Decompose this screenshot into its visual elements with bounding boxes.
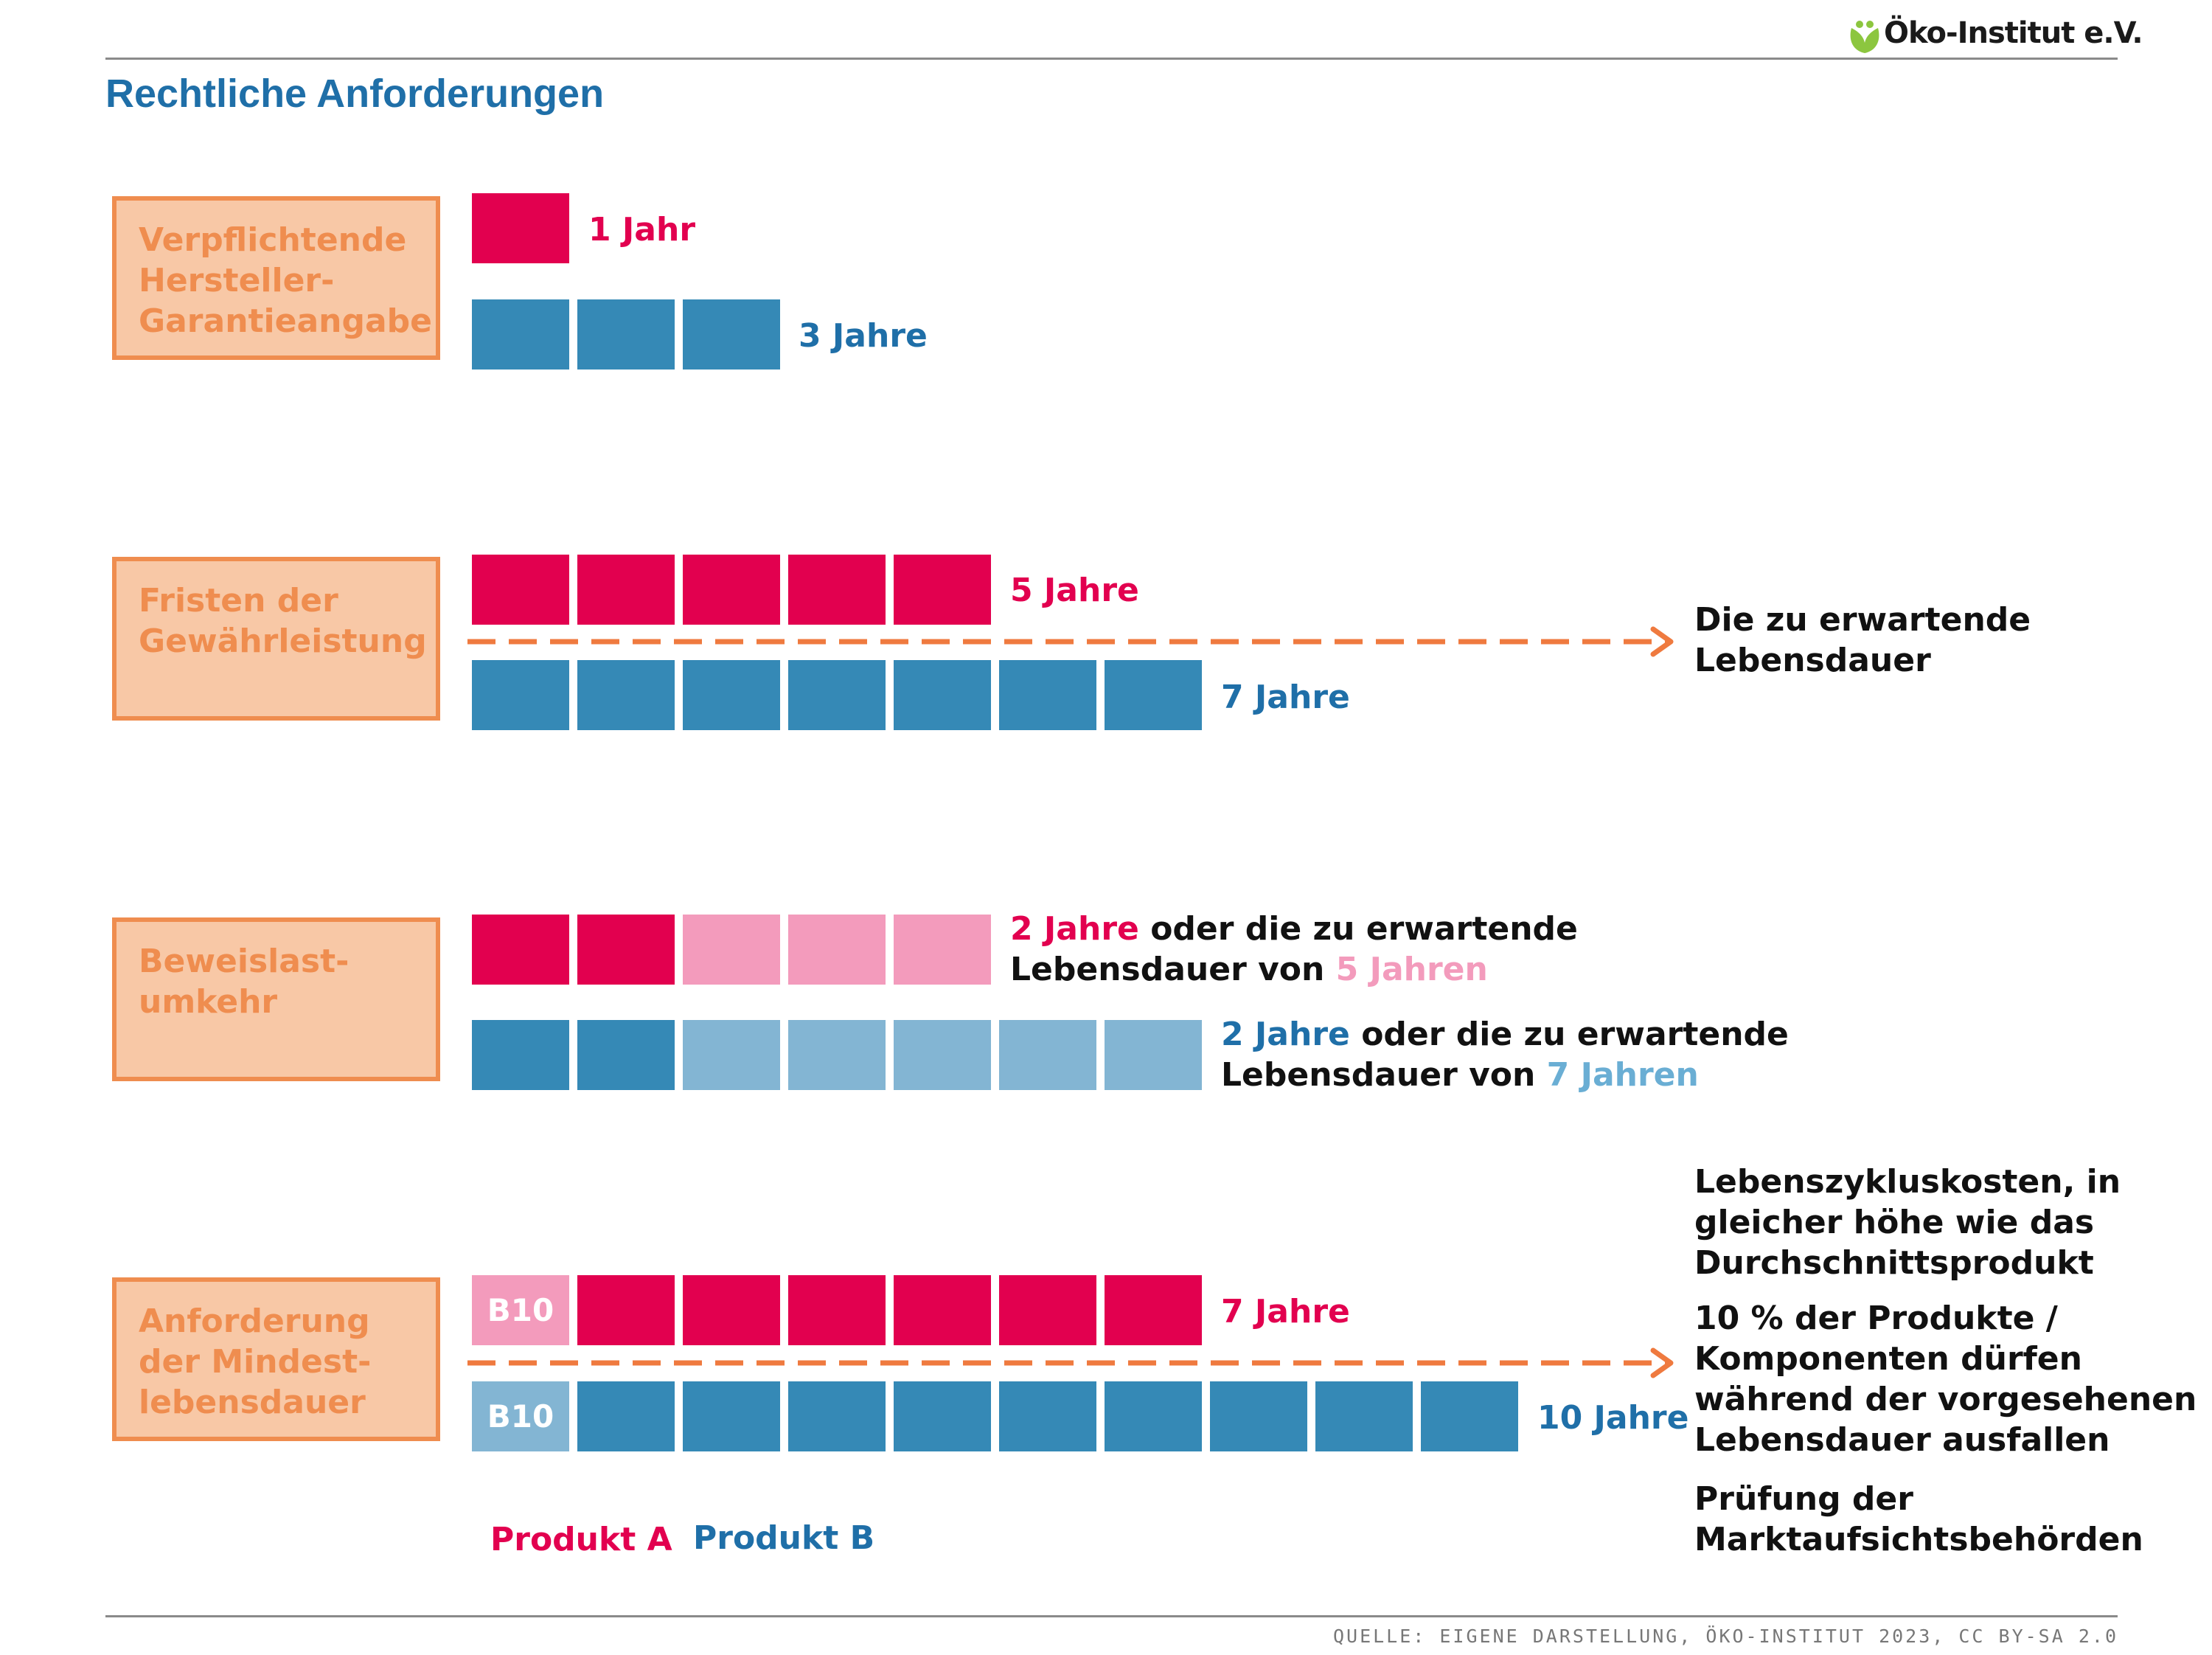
year-block-b-light	[788, 1020, 886, 1090]
note-ausfallquote: 10 % der Produkte / Komponenten dürfen w…	[1694, 1300, 2197, 1459]
year-block-b	[472, 299, 569, 369]
category-label: Verpflichtende Hersteller- Garantieangab…	[139, 221, 433, 340]
year-block-a	[683, 1275, 780, 1345]
text-part: 2 Jahre	[1221, 1016, 1350, 1053]
year-block-b	[788, 660, 886, 730]
duration-label-b: 3 Jahre	[799, 317, 928, 355]
source-note: QUELLE: EIGENE DARSTELLUNG, ÖKO-INSTITUT…	[1332, 1625, 2118, 1647]
year-block-a	[472, 915, 569, 985]
beweislast-text-a: 2 Jahre oder die zu erwartende Lebensdau…	[1010, 909, 1578, 990]
bottom-divider	[105, 1615, 2118, 1617]
legend-produkt-a: Produkt A	[490, 1521, 672, 1558]
year-block-a	[577, 555, 675, 625]
category-box-mindestlebensdauer: Anforderung der Mindest- lebensdauer	[112, 1277, 440, 1441]
category-box-garantie: Verpflichtende Hersteller- Garantieangab…	[112, 196, 440, 360]
page-title: Rechtliche Anforderungen	[105, 72, 605, 116]
year-block-a	[472, 555, 569, 625]
year-block-b	[577, 1020, 675, 1090]
note-marktaufsicht: Prüfung der Marktaufsichtsbehörden	[1694, 1480, 2143, 1558]
duration-label-a: 5 Jahre	[1010, 572, 1139, 609]
note-lebenszykluskosten: Lebenszykluskosten, in gleicher höhe wie…	[1694, 1163, 2121, 1282]
oeko-institut-logo-icon	[1850, 21, 1879, 53]
category-label: Beweislast- umkehr	[139, 943, 349, 1021]
year-block-b-light	[894, 1020, 991, 1090]
year-block-a	[1105, 1275, 1202, 1345]
category-label: Anforderung der Mindest- lebensdauer	[139, 1302, 372, 1421]
year-block-b	[1421, 1381, 1518, 1451]
beweislast-text-b: 2 Jahre oder die zu erwartende Lebensdau…	[1221, 1014, 1789, 1095]
text-part: 5 Jahren	[1335, 951, 1488, 988]
year-block-b-light	[999, 1020, 1096, 1090]
year-block-b	[788, 1381, 886, 1451]
year-block-b	[472, 660, 569, 730]
year-block-b	[683, 660, 780, 730]
year-block-a-light	[788, 915, 886, 985]
year-block-a	[472, 193, 569, 263]
text-part: oder die zu erwartende	[1349, 1016, 1789, 1053]
year-block-b-light	[1105, 1020, 1202, 1090]
text-part: 7 Jahren	[1546, 1056, 1699, 1094]
year-block-b	[1105, 660, 1202, 730]
year-block-b	[472, 1020, 569, 1090]
b10-block-a: B10	[472, 1275, 569, 1345]
year-block-b	[894, 1381, 991, 1451]
duration-label-a: 1 Jahr	[588, 211, 696, 249]
year-block-b	[1210, 1381, 1307, 1451]
dashed-arrow	[467, 1347, 1674, 1378]
year-block-a	[683, 555, 780, 625]
text-part: Lebensdauer von	[1010, 951, 1336, 988]
b10-block-b: B10	[472, 1381, 569, 1451]
duration-label-b: 10 Jahre	[1537, 1399, 1689, 1437]
year-block-a	[577, 915, 675, 985]
category-label: Fristen der Gewährleistung	[139, 582, 427, 660]
legend-produkt-b: Produkt B	[693, 1519, 875, 1557]
year-block-b	[999, 660, 1096, 730]
year-block-b	[999, 1381, 1096, 1451]
year-block-b	[894, 660, 991, 730]
year-block-a	[788, 1275, 886, 1345]
oeko-institut-logo: Öko-Institut e.V.	[1884, 16, 2143, 50]
year-block-a	[894, 555, 991, 625]
year-block-b	[1315, 1381, 1413, 1451]
arrow-note-lebensdauer: Die zu erwartende Lebensdauer	[1694, 601, 2031, 679]
category-box-beweislastumkehr: Beweislast- umkehr	[112, 917, 440, 1081]
year-block-a-light	[894, 915, 991, 985]
text-part: 2 Jahre	[1010, 910, 1139, 948]
year-block-b-light	[683, 1020, 780, 1090]
year-block-b	[577, 660, 675, 730]
duration-label-a: 7 Jahre	[1221, 1293, 1350, 1330]
year-block-b	[683, 1381, 780, 1451]
year-block-a-light	[683, 915, 780, 985]
year-block-b	[1105, 1381, 1202, 1451]
top-divider	[105, 58, 2118, 60]
text-part: oder die zu erwartende	[1138, 910, 1578, 948]
duration-label-b: 7 Jahre	[1221, 679, 1350, 716]
category-box-gewaehrleistung: Fristen der Gewährleistung	[112, 557, 440, 721]
year-block-b	[683, 299, 780, 369]
year-block-a	[788, 555, 886, 625]
text-part: Lebensdauer von	[1221, 1056, 1547, 1094]
year-block-a	[999, 1275, 1096, 1345]
year-block-a	[577, 1275, 675, 1345]
year-block-b	[577, 1381, 675, 1451]
year-block-b	[577, 299, 675, 369]
dashed-arrow	[467, 626, 1674, 657]
year-block-a	[894, 1275, 991, 1345]
